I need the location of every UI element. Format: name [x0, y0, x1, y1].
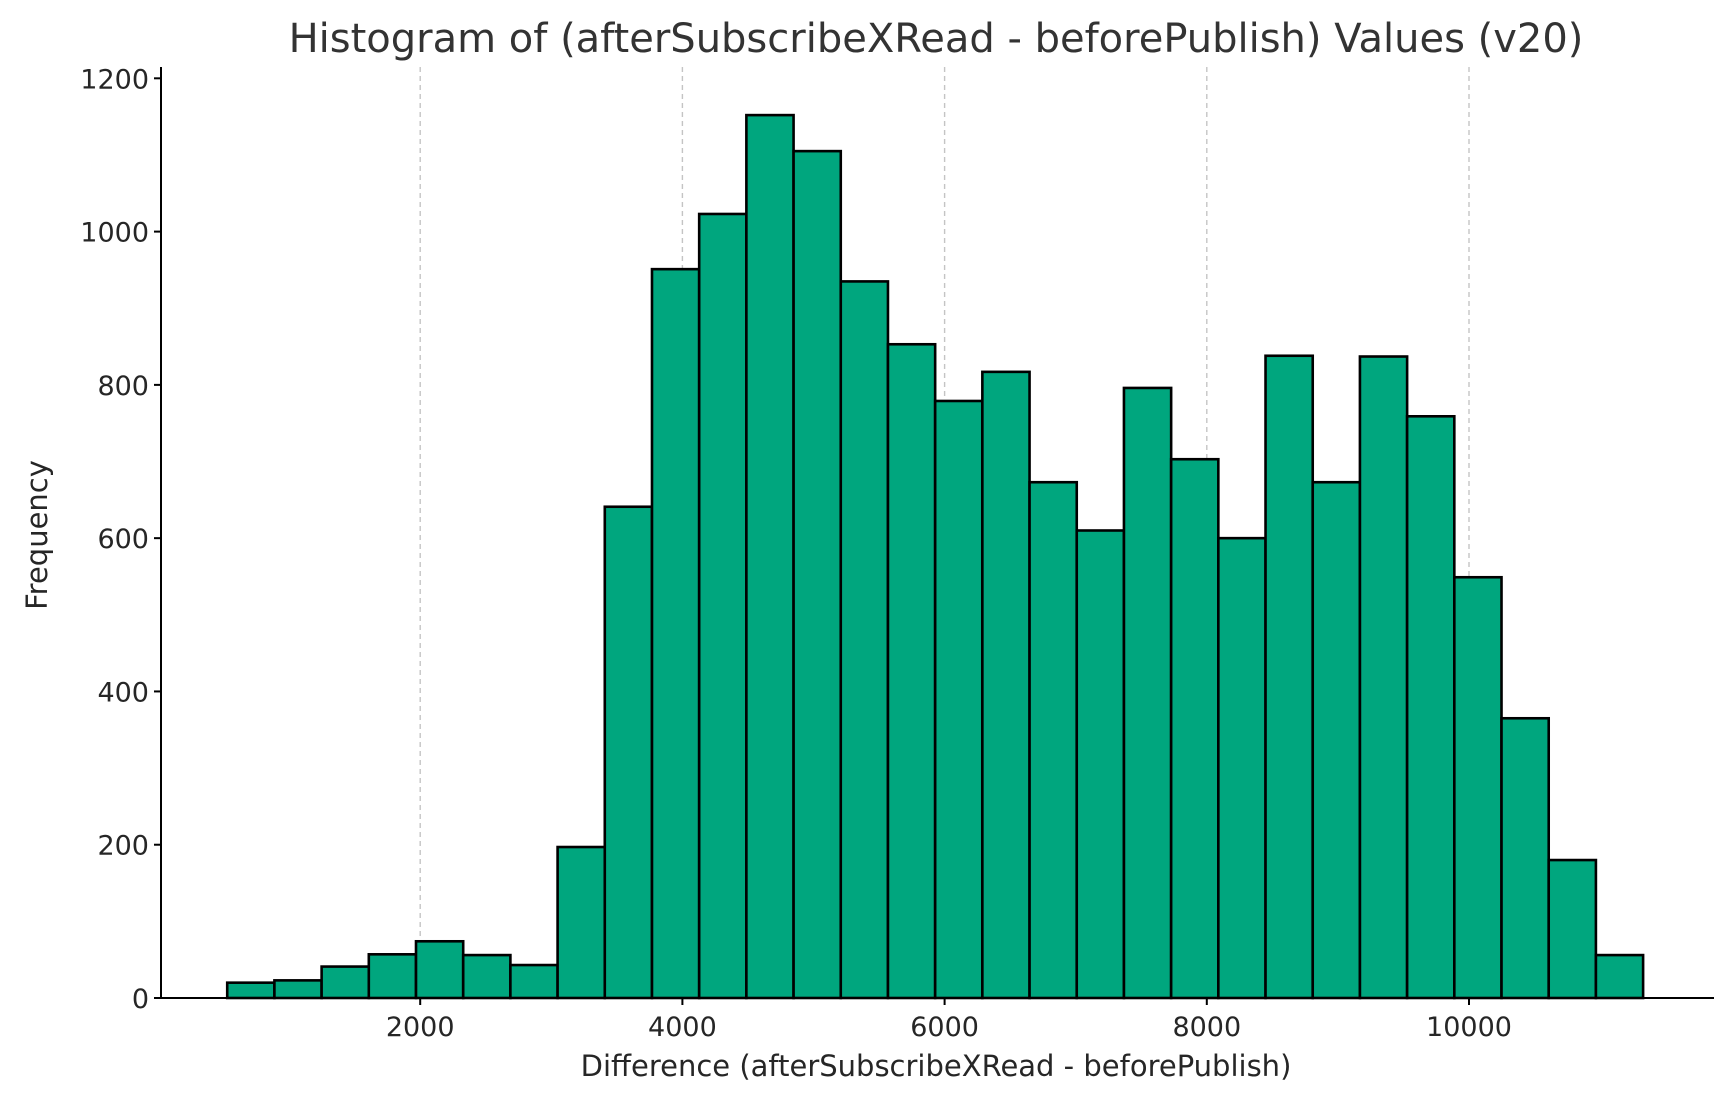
histogram-bar [1122, 386, 1173, 1000]
y-tick-label: 800 [97, 371, 149, 402]
histogram-bar [1453, 575, 1503, 1000]
x-tick-label: 6000 [910, 1012, 979, 1043]
histogram-bar [320, 965, 371, 1000]
histogram-bar [1594, 953, 1645, 1000]
y-tick-label: 0 [132, 984, 149, 1015]
histogram-bar [1358, 355, 1409, 1000]
histogram-bar [981, 370, 1031, 1000]
histogram-bar [1500, 716, 1551, 1000]
x-tick-label: 4000 [648, 1012, 717, 1043]
x-tick-label: 8000 [1172, 1012, 1241, 1043]
histogram-bar [1075, 529, 1126, 1000]
histogram-bar [225, 981, 276, 1000]
histogram-bar [1311, 480, 1362, 1000]
histogram-bar [886, 342, 937, 1000]
chart-title: Histogram of (afterSubscribeXRead - befo… [289, 16, 1584, 62]
histogram-bar [1169, 457, 1220, 1000]
histogram-bar [1547, 858, 1598, 1000]
histogram-bar [745, 113, 795, 1000]
histogram-bar [697, 212, 748, 1000]
histogram-bar [273, 979, 323, 1000]
y-tick-label: 1000 [80, 218, 149, 249]
histogram-bar [1405, 415, 1456, 1000]
histogram-bar [461, 953, 512, 1000]
histogram-bar [367, 953, 418, 1000]
x-tick-label: 2000 [386, 1012, 455, 1043]
y-tick-label: 600 [97, 524, 149, 555]
histogram-bar [414, 939, 465, 1000]
histogram-bar [603, 505, 654, 1000]
histogram-bar [1264, 354, 1315, 1000]
y-tick-label: 1200 [80, 64, 149, 95]
histogram-bar [1217, 536, 1267, 1000]
histogram-bar [650, 267, 701, 1000]
histogram-bar [839, 280, 890, 1000]
x-axis-label: Difference (afterSubscribeXRead - before… [581, 1049, 1292, 1083]
histogram-bar [792, 149, 843, 1000]
x-tick-label: 10000 [1426, 1012, 1512, 1043]
y-tick-label: 200 [97, 831, 149, 862]
histogram-bar [933, 399, 984, 1000]
histogram-bar [556, 845, 607, 1000]
y-tick-label: 400 [97, 677, 149, 708]
histogram-bar [509, 963, 559, 1000]
y-axis-label: Frequency [20, 460, 54, 610]
ticks-layer: 2000 4000 6000 8000 10000 0 200 400 600 800 1000 12… [80, 64, 1512, 1043]
histogram-bar [1028, 480, 1079, 1000]
bars-layer [225, 113, 1645, 1000]
